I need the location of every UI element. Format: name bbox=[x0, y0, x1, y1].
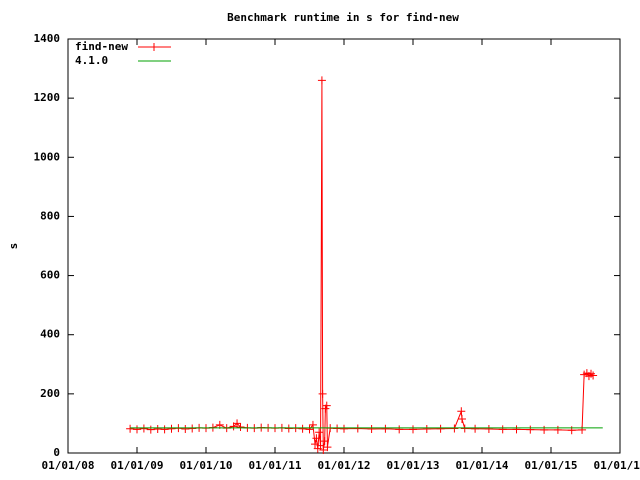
point-marker bbox=[471, 424, 480, 433]
point-marker bbox=[153, 425, 162, 434]
point-marker bbox=[340, 424, 348, 433]
point-marker bbox=[318, 389, 327, 398]
point-marker bbox=[450, 424, 459, 433]
y-tick-label: 0 bbox=[53, 446, 60, 459]
y-axis-label: s bbox=[7, 243, 20, 250]
point-marker bbox=[381, 424, 390, 433]
point-marker bbox=[315, 428, 324, 437]
x-tick-label: 01/01/10 bbox=[180, 459, 233, 472]
point-marker bbox=[126, 424, 135, 433]
x-tick-label: 01/01/14 bbox=[456, 459, 509, 472]
point-marker bbox=[367, 425, 376, 434]
x-tick-label: 01/01/16 bbox=[594, 459, 640, 472]
point-marker bbox=[512, 425, 521, 434]
point-marker bbox=[333, 424, 342, 433]
y-tick-label: 1400 bbox=[34, 32, 61, 45]
legend-label: 4.1.0 bbox=[75, 54, 108, 67]
point-marker bbox=[320, 437, 329, 446]
point-marker bbox=[233, 419, 242, 428]
y-tick-label: 400 bbox=[40, 328, 60, 341]
point-marker bbox=[312, 434, 321, 443]
point-marker bbox=[587, 369, 596, 378]
point-marker bbox=[167, 424, 176, 433]
plot-frame bbox=[67, 38, 621, 454]
x-tick-label: 01/01/08 bbox=[42, 459, 95, 472]
x-tick-label: 01/01/12 bbox=[318, 459, 371, 472]
point-marker bbox=[319, 446, 328, 455]
point-marker bbox=[540, 425, 549, 434]
y-tick-label: 200 bbox=[40, 387, 60, 400]
point-marker bbox=[160, 425, 169, 434]
point-marker bbox=[311, 440, 320, 449]
y-tick-label: 800 bbox=[40, 209, 60, 222]
point-marker bbox=[181, 425, 190, 434]
point-marker bbox=[323, 443, 332, 452]
legend-label: find-new bbox=[75, 40, 128, 53]
point-marker bbox=[457, 414, 466, 423]
x-tick-label: 01/01/15 bbox=[525, 459, 578, 472]
point-marker bbox=[305, 425, 314, 434]
x-tick-label: 01/01/11 bbox=[249, 459, 302, 472]
y-tick-label: 1200 bbox=[34, 91, 61, 104]
point-marker bbox=[298, 424, 307, 433]
point-marker bbox=[484, 425, 493, 434]
legend-marker bbox=[150, 43, 158, 51]
point-marker bbox=[353, 424, 362, 433]
point-marker bbox=[436, 424, 445, 433]
point-marker bbox=[498, 425, 507, 434]
point-marker bbox=[578, 425, 587, 434]
x-tick-label: 01/01/09 bbox=[111, 459, 164, 472]
point-marker bbox=[460, 424, 469, 433]
point-marker bbox=[553, 425, 562, 434]
chart-title: Benchmark runtime in s for find-new bbox=[227, 11, 459, 24]
point-marker bbox=[409, 425, 417, 434]
point-marker bbox=[317, 76, 326, 85]
point-marker bbox=[395, 425, 404, 434]
series-line bbox=[130, 80, 594, 451]
point-marker bbox=[284, 424, 293, 433]
y-tick-label: 600 bbox=[40, 269, 60, 282]
x-tick-label: 01/01/13 bbox=[387, 459, 440, 472]
point-marker bbox=[526, 425, 535, 434]
point-marker bbox=[188, 424, 197, 433]
point-marker bbox=[322, 401, 331, 410]
point-marker bbox=[589, 371, 598, 380]
point-marker bbox=[139, 424, 148, 433]
point-marker bbox=[457, 407, 466, 416]
point-marker bbox=[422, 425, 431, 434]
point-marker bbox=[316, 441, 325, 450]
y-tick-label: 1000 bbox=[34, 150, 61, 163]
point-marker bbox=[236, 422, 245, 431]
point-marker bbox=[133, 425, 141, 434]
point-marker bbox=[146, 425, 155, 434]
